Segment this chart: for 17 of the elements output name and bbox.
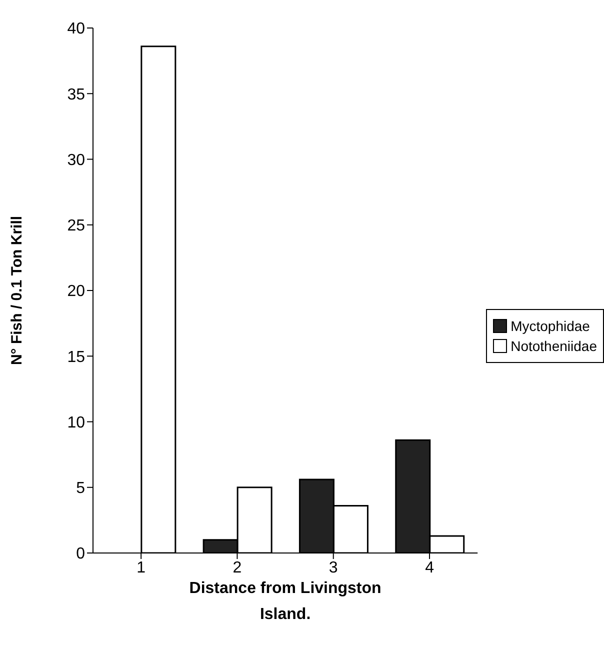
- legend-label: Nototheniidae: [510, 338, 597, 354]
- y-tick-label: 40: [67, 20, 86, 38]
- y-tick-label: 20: [67, 283, 86, 300]
- y-axis-title: N° Fish / 0.1 Ton Krill: [8, 216, 26, 366]
- y-tick-label: 25: [67, 218, 86, 235]
- x-tick-label: 3: [328, 559, 338, 576]
- x-tick-label: 4: [425, 559, 434, 576]
- y-tick-label: 35: [67, 86, 86, 104]
- y-tick-label: 0: [76, 546, 86, 563]
- y-tick-label: 5: [76, 480, 86, 498]
- x-axis-title: Distance from Livingston Island.: [189, 580, 382, 623]
- legend-label: Myctophidae: [510, 318, 590, 334]
- x-tick-label: 1: [136, 559, 146, 576]
- y-tick-label: 10: [67, 414, 86, 432]
- x-tick-label: 2: [232, 559, 242, 576]
- y-tick-label: 15: [67, 348, 86, 366]
- y-tick-label: 30: [67, 152, 86, 169]
